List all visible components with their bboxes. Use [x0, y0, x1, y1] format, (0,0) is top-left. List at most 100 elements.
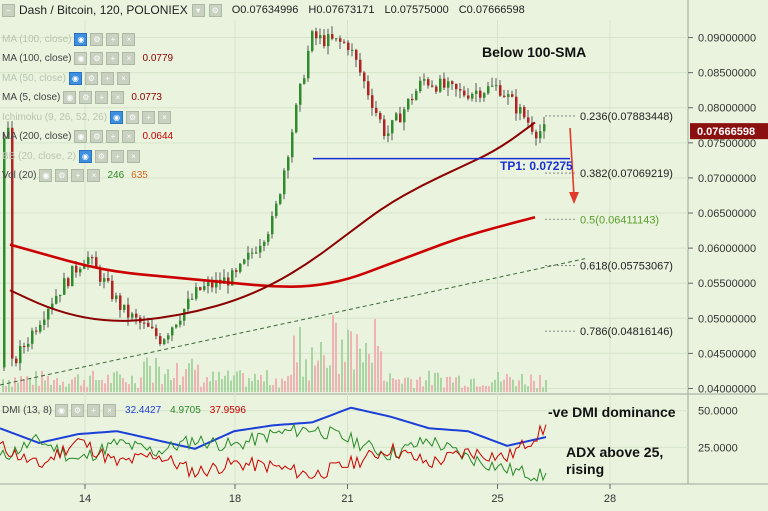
close-icon[interactable]: ×: [122, 32, 136, 46]
eye-icon[interactable]: ◉: [63, 91, 77, 104]
candle-body: [207, 282, 210, 287]
settings-icon[interactable]: ⚙: [71, 403, 85, 417]
candle-body: [279, 194, 282, 204]
close-icon[interactable]: ×: [87, 169, 101, 182]
candle-body: [351, 49, 354, 51]
eye-icon[interactable]: ◉: [55, 403, 69, 417]
price-tick-label: 0.04500000: [698, 348, 756, 360]
collapse-icon[interactable]: −: [2, 3, 15, 17]
indicator-row[interactable]: Vol (20) ◉ ⚙ + × 246 635: [2, 169, 148, 183]
candle-body: [175, 324, 178, 328]
candle-body: [55, 296, 58, 304]
add-icon[interactable]: +: [87, 403, 101, 417]
settings-icon[interactable]: ⚙: [84, 71, 98, 85]
volume-bar: [521, 373, 523, 392]
volume-bar: [290, 374, 292, 392]
volume-bar: [503, 379, 505, 392]
candle-body: [163, 339, 166, 345]
eye-icon[interactable]: ◉: [68, 71, 82, 85]
close-icon[interactable]: ×: [126, 149, 140, 163]
volume-bar: [452, 382, 454, 392]
eye-icon[interactable]: ◉: [39, 169, 53, 182]
indicator-label: Vol (20): [2, 170, 37, 181]
candle-body: [155, 328, 158, 337]
candle-body: [127, 304, 130, 318]
add-icon[interactable]: +: [106, 52, 120, 65]
settings-icon[interactable]: ⚙: [55, 169, 69, 182]
settings-icon[interactable]: ⚙: [90, 32, 104, 46]
candle-body: [311, 31, 314, 51]
candle-body: [483, 93, 486, 98]
volume-bar: [152, 382, 154, 392]
eye-icon[interactable]: ◉: [78, 149, 92, 163]
volume-bar: [221, 379, 223, 392]
volume-bar: [179, 385, 181, 392]
indicator-row[interactable]: Ichimoku (9, 26, 52, 26) ◉ ⚙ + ×: [2, 110, 172, 124]
volume-bar: [98, 380, 100, 392]
candle-body: [283, 170, 286, 195]
volume-bar: [263, 381, 265, 392]
volume-bar: [41, 370, 43, 392]
volume-bar: [338, 373, 340, 392]
volume-bar: [77, 374, 79, 392]
settings-icon[interactable]: ⚙: [79, 91, 93, 104]
dropdown-icon[interactable]: ▾: [191, 3, 205, 17]
settings-icon[interactable]: ⚙: [90, 130, 104, 143]
candle-body: [203, 286, 206, 290]
candle-body: [387, 133, 390, 137]
time-tick-label: 28: [604, 493, 616, 505]
indicator-row[interactable]: BB (20, close, 2) ◉ ⚙ + ×: [2, 149, 140, 163]
add-icon[interactable]: +: [142, 110, 156, 124]
volume-bar: [29, 377, 31, 392]
close-icon[interactable]: ×: [116, 71, 130, 85]
eye-icon[interactable]: ◉: [74, 52, 88, 65]
volume-bar: [239, 370, 241, 392]
settings-icon[interactable]: ⚙: [126, 110, 140, 124]
candle-body: [47, 308, 50, 320]
indicator-row[interactable]: MA (200, close) ◉ ⚙ + × 0.0644: [2, 130, 173, 144]
fib-label: 0.382(0.07069219): [580, 168, 673, 180]
symbol-title[interactable]: Dash / Bitcoin, 120, POLONIEX: [19, 3, 188, 17]
settings-icon[interactable]: ⚙: [94, 149, 108, 163]
add-icon[interactable]: +: [110, 149, 124, 163]
volume-bar: [116, 371, 118, 392]
add-icon[interactable]: +: [106, 130, 120, 143]
indicator-row[interactable]: MA (100, close) ◉ ⚙ + ×: [2, 32, 136, 46]
volume-bar: [347, 329, 349, 392]
candle-body: [539, 131, 542, 139]
eye-icon[interactable]: ◉: [110, 110, 124, 124]
indicator-label: MA (50, close): [2, 72, 66, 84]
volume-bar: [380, 351, 382, 392]
add-icon[interactable]: +: [95, 91, 109, 104]
volume-bar: [203, 382, 205, 392]
candle-body: [63, 278, 66, 295]
settings-icon[interactable]: ⚙: [208, 3, 222, 17]
candle-body: [39, 324, 42, 332]
volume-bar: [176, 362, 178, 392]
close-icon[interactable]: ×: [122, 130, 136, 143]
indicator-value: 0.0779: [142, 53, 174, 64]
volume-bar: [416, 379, 418, 392]
close-icon[interactable]: ×: [122, 52, 136, 65]
settings-icon[interactable]: ⚙: [90, 52, 104, 65]
indicator-row[interactable]: MA (5, close) ◉ ⚙ + × 0.0773: [2, 91, 162, 105]
volume-bar: [245, 386, 247, 392]
volume-bar: [248, 378, 250, 392]
eye-icon[interactable]: ◉: [74, 32, 88, 46]
volume-bar: [233, 375, 235, 392]
add-icon[interactable]: +: [100, 71, 114, 85]
volume-bar: [125, 382, 127, 392]
close-icon[interactable]: ×: [103, 403, 117, 417]
volume-bar: [59, 385, 61, 392]
add-icon[interactable]: +: [71, 169, 85, 182]
indicator-row[interactable]: MA (50, close) ◉ ⚙ + ×: [2, 71, 130, 85]
price-tick-label: 0.06500000: [698, 208, 756, 220]
indicator-row[interactable]: MA (100, close) ◉ ⚙ + × 0.0779: [2, 52, 173, 66]
volume-bar: [71, 379, 73, 392]
add-icon[interactable]: +: [106, 32, 120, 46]
volume-bar: [419, 376, 421, 392]
close-icon[interactable]: ×: [111, 91, 125, 104]
close-icon[interactable]: ×: [158, 110, 172, 124]
eye-icon[interactable]: ◉: [74, 130, 88, 143]
